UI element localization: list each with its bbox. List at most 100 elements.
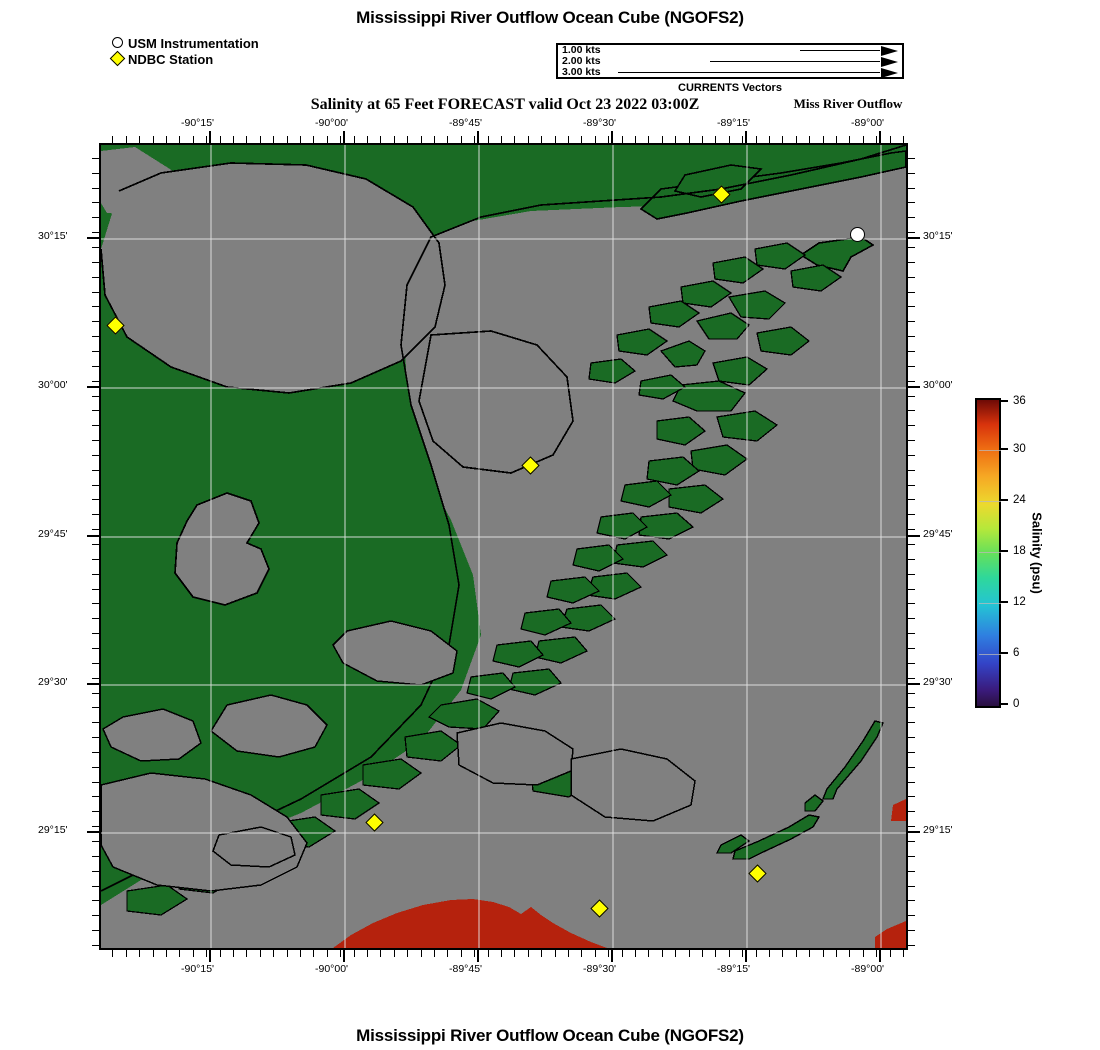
vector-scale-row: 2.00 kts (558, 56, 902, 67)
x-axis-label: -89°15' (717, 117, 751, 129)
ndbc-station-marker[interactable] (365, 813, 384, 832)
axis-minor-tick (908, 276, 915, 278)
axis-minor-tick (908, 306, 915, 308)
axis-minor-tick (908, 291, 915, 293)
x-axis-label: -89°30' (583, 963, 617, 975)
axis-minor-tick (92, 930, 99, 932)
axis-minor-tick (908, 944, 915, 946)
axis-minor-tick (92, 469, 99, 471)
ndbc-station-marker[interactable] (590, 899, 609, 918)
axis-minor-tick (908, 544, 915, 545)
axis-minor-tick (92, 855, 99, 857)
axis-minor-tick (92, 870, 99, 872)
footer-title: Mississippi River Outflow Ocean Cube (NG… (356, 1026, 744, 1045)
legend-label-usm: USM Instrumentation (128, 36, 259, 51)
axis-minor-tick (742, 950, 744, 957)
axis-minor-tick (688, 950, 690, 957)
colorbar-tick (1001, 400, 1008, 402)
arrow-head-icon (881, 45, 898, 56)
colorbar-tick-label: 12 (1013, 596, 1026, 608)
y-axis-label: 29°30' (923, 676, 953, 688)
axis-minor-tick (219, 136, 221, 143)
axis-minor-tick (487, 950, 489, 957)
currents-legend-caption: CURRENTS Vectors (678, 82, 782, 94)
diamond-marker-icon (109, 50, 128, 67)
axis-minor-tick (908, 588, 915, 590)
axis-minor-tick (286, 950, 288, 957)
axis-minor-tick (908, 425, 915, 427)
axis-minor-tick (514, 950, 516, 957)
ndbc-station-marker[interactable] (106, 316, 125, 335)
axis-minor-tick (554, 950, 556, 957)
y-axis-label: 29°15' (38, 824, 68, 836)
axis-minor-tick (908, 558, 915, 560)
axis-minor-tick (92, 900, 99, 902)
axis-minor-tick (742, 136, 744, 143)
axis-minor-tick (908, 217, 915, 219)
axis-minor-tick (192, 950, 194, 957)
vector-shaft-icon (800, 50, 880, 52)
legend-item-usm: USM Instrumentation (110, 36, 259, 51)
axis-minor-tick (608, 950, 610, 957)
axis-minor-tick (380, 950, 382, 957)
y-axis-label: 30°00' (923, 379, 953, 391)
axis-minor-tick (92, 558, 99, 560)
axis-minor-tick (782, 136, 784, 143)
axis-minor-tick (908, 677, 915, 679)
axis-minor-tick (92, 217, 99, 219)
axis-minor-tick (908, 529, 915, 531)
axis-minor-tick (889, 950, 891, 957)
ndbc-station-marker[interactable] (712, 185, 731, 204)
legend-label-ndbc: NDBC Station (128, 52, 214, 67)
axis-minor-tick (635, 136, 636, 143)
axis-minor-tick (514, 136, 516, 143)
axis-minor-tick (340, 136, 342, 143)
axis-minor-tick (836, 136, 837, 143)
axis-tick (879, 131, 881, 143)
axis-minor-tick (92, 885, 99, 887)
ndbc-station-marker[interactable] (748, 864, 767, 883)
axis-minor-tick (908, 855, 915, 857)
axis-minor-tick (675, 950, 677, 957)
map-plot-area[interactable] (99, 143, 908, 950)
axis-minor-tick (447, 950, 449, 957)
axis-minor-tick (313, 136, 315, 143)
axis-minor-tick (92, 722, 99, 724)
axis-tick (745, 950, 747, 962)
axis-minor-tick (568, 136, 569, 143)
axis-minor-tick (876, 950, 878, 957)
axis-minor-tick (92, 677, 99, 679)
axis-minor-tick (92, 261, 99, 263)
axis-minor-tick (367, 950, 368, 957)
usm-instrumentation-marker[interactable] (850, 227, 865, 242)
axis-minor-tick (903, 950, 904, 957)
axis-minor-tick (259, 136, 261, 143)
x-axis-label: -89°45' (449, 963, 483, 975)
axis-minor-tick (908, 454, 915, 456)
x-axis-label: -89°45' (449, 117, 483, 129)
axis-minor-tick (420, 950, 422, 957)
axis-minor-tick (661, 136, 663, 143)
axis-minor-tick (192, 136, 194, 143)
axis-minor-tick (554, 136, 556, 143)
x-axis-label: -89°30' (583, 117, 617, 129)
axis-minor-tick (648, 136, 650, 143)
axis-minor-tick (908, 826, 915, 828)
axis-minor-tick (715, 136, 717, 143)
axis-minor-tick (908, 603, 915, 605)
axis-minor-tick (92, 365, 99, 367)
axis-minor-tick (908, 870, 915, 872)
axis-minor-tick (152, 950, 154, 957)
circle-marker-icon (110, 36, 128, 51)
axis-tick (879, 950, 881, 962)
axis-minor-tick (474, 136, 476, 143)
axis-minor-tick (92, 915, 99, 917)
colorbar-tick-label: 18 (1013, 545, 1026, 557)
axis-minor-tick (92, 737, 99, 738)
ndbc-station-marker[interactable] (521, 456, 540, 475)
axis-minor-tick (908, 841, 915, 842)
axis-minor-tick (233, 136, 234, 143)
y-axis-label: 30°15' (923, 230, 953, 242)
axis-minor-tick (675, 136, 677, 143)
axis-minor-tick (908, 157, 915, 159)
